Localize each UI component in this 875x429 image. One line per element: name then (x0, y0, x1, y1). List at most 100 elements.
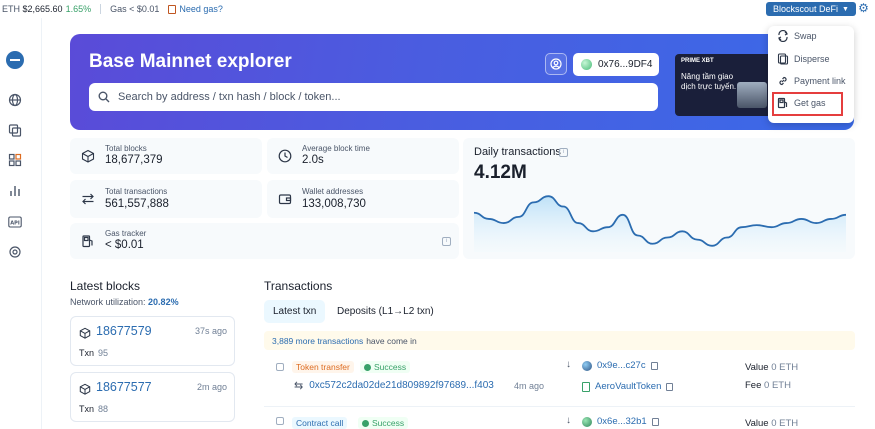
stat-label: Average block time (302, 144, 370, 153)
logo[interactable] (6, 51, 24, 69)
transactions-title: Transactions (264, 279, 333, 293)
menu-item-disperse[interactable]: Disperse (777, 52, 830, 66)
block-card: 18677579 37s ago Txn 95 (70, 316, 235, 366)
page-title: Base Mainnet explorer (89, 51, 292, 72)
menu-item-swap[interactable]: Swap (777, 29, 817, 43)
block-number-link[interactable]: 18677577 (96, 380, 152, 394)
tx-hash-link[interactable]: ⇆ 0xc572c2da02de21d809892f97689...f403 (294, 380, 494, 392)
status-badge: Success (358, 417, 409, 429)
search-icon (98, 91, 110, 103)
stat-label: Wallet addresses (302, 187, 364, 196)
block-txn-count: Txn 95 (79, 348, 109, 358)
copy-icon[interactable] (650, 361, 658, 370)
stat-value: 561,557,888 (105, 198, 169, 210)
arrow-down-icon: ↓ (566, 415, 571, 426)
search-placeholder: Search by address / txn hash / block / t… (118, 91, 341, 103)
expand-icon[interactable] (276, 363, 284, 371)
daily-transactions-chart (474, 195, 846, 252)
stat-wallet-addresses: Wallet addresses 133,008,730 (267, 180, 459, 218)
expand-icon[interactable] (276, 417, 284, 425)
globe-icon[interactable] (8, 93, 22, 107)
blocks-icon[interactable] (8, 123, 22, 137)
sidebar: API (0, 18, 42, 429)
from-address-link[interactable]: 0x6e...32b1 (582, 416, 659, 427)
block-age: 37s ago (194, 326, 227, 336)
chart-value: 4.12M (474, 162, 527, 183)
cube-icon (79, 382, 91, 395)
address-avatar (582, 360, 592, 371)
settings-icon[interactable] (8, 245, 22, 259)
address-avatar (582, 416, 592, 427)
stat-total-blocks: Total blocks 18,677,379 (70, 138, 262, 174)
menu-item-get-gas[interactable]: Get gas (777, 96, 826, 110)
from-address-link[interactable]: 0x9e...c27c (582, 360, 658, 371)
new-transactions-banner[interactable]: 3,889 more transactions have come in (264, 331, 855, 350)
cube-icon (79, 326, 91, 339)
ad-banner[interactable]: PRIME XBT Nâng tầm giao dịch trực tuyến. (675, 54, 781, 116)
check-icon (362, 419, 369, 427)
block-number-link[interactable]: 18677579 (96, 324, 152, 338)
search-input[interactable]: Search by address / txn hash / block / t… (89, 83, 658, 111)
need-gas-link[interactable]: Need gas? (168, 4, 223, 14)
disperse-icon (777, 53, 789, 65)
network-dropdown-menu: Swap Disperse Payment link Get gas (768, 26, 854, 123)
user-icon (550, 58, 562, 70)
settings-gear-icon[interactable]: ⚙ (858, 1, 869, 15)
selection-highlight (772, 92, 843, 116)
daily-transactions-card: Daily transactions i 4.12M (463, 138, 855, 259)
tx-value: Value 0 ETH (745, 362, 799, 373)
ad-brand: PRIME XBT (681, 58, 714, 64)
transfer-arrows-icon: ⇆ (294, 380, 304, 392)
info-icon[interactable]: i (559, 148, 568, 157)
stat-value: 2.0s (302, 154, 324, 166)
stat-value: 18,677,379 (105, 154, 163, 166)
tx-type-badge: Contract call (292, 417, 348, 429)
copy-icon[interactable] (651, 417, 659, 426)
network-menu-button[interactable]: Blockscout DeFi ▼ (766, 2, 856, 16)
eth-price: ETH $2,665.60 1.65% (2, 4, 92, 14)
clock-icon (278, 149, 292, 163)
gas-pump-icon (777, 97, 789, 109)
stat-average-block-time: Average block time 2.0s (267, 138, 459, 174)
stats-chart-icon[interactable] (8, 184, 22, 198)
gas-pump-icon (168, 4, 177, 14)
copy-icon[interactable] (666, 382, 674, 391)
tab-latest-txn[interactable]: Latest txn (264, 300, 326, 323)
svg-text:API: API (10, 221, 20, 227)
wallet-icon (278, 192, 292, 206)
transaction-row: Token transfer Success ⇆ 0xc572c2da02de21… (264, 358, 855, 406)
network-utilization-value: 20.82% (148, 297, 179, 307)
tab-deposits[interactable]: Deposits (L1→L2 txn) (337, 306, 434, 317)
api-icon[interactable]: API (8, 215, 22, 229)
tx-age: 4m ago (514, 381, 545, 391)
tx-value: Value 0 ETH (745, 418, 799, 429)
stat-value: 133,008,730 (302, 198, 366, 210)
transfer-arrows-icon (81, 192, 95, 206)
stat-label: Gas tracker (105, 229, 147, 238)
divider (100, 4, 102, 14)
swap-icon (777, 29, 789, 43)
gas-pump-icon (81, 234, 95, 248)
divider (264, 406, 855, 407)
to-address-link[interactable]: AeroVaultToken (582, 381, 674, 392)
info-icon[interactable]: i (442, 237, 451, 246)
hero-banner: Base Mainnet explorer Search by address … (70, 34, 854, 130)
menu-item-payment-link[interactable]: Payment link (777, 74, 846, 88)
chart-series-line (474, 195, 846, 247)
status-badge: Success (360, 361, 411, 373)
tx-fee: Fee 0 ETH (745, 380, 791, 391)
chart-area (474, 196, 846, 252)
top-bar: ETH $2,665.60 1.65% Gas < $0.01 Need gas? (0, 0, 875, 18)
block-age: 2m ago (196, 382, 227, 392)
tokens-icon[interactable] (8, 153, 22, 167)
stat-label: Total transactions (105, 187, 168, 196)
eth-change: 1.65% (65, 4, 92, 14)
wallet-button[interactable]: 0x76...9DF4 (573, 53, 659, 76)
cube-icon (81, 149, 95, 163)
block-card: 18677577 2m ago Txn 88 (70, 372, 235, 422)
chart-title: Daily transactions (474, 146, 561, 158)
ad-text: Nâng tầm giao dịch trực tuyến. (681, 72, 737, 91)
profile-button[interactable] (545, 53, 567, 75)
stat-label: Total blocks (105, 144, 147, 153)
ad-image (737, 82, 767, 108)
